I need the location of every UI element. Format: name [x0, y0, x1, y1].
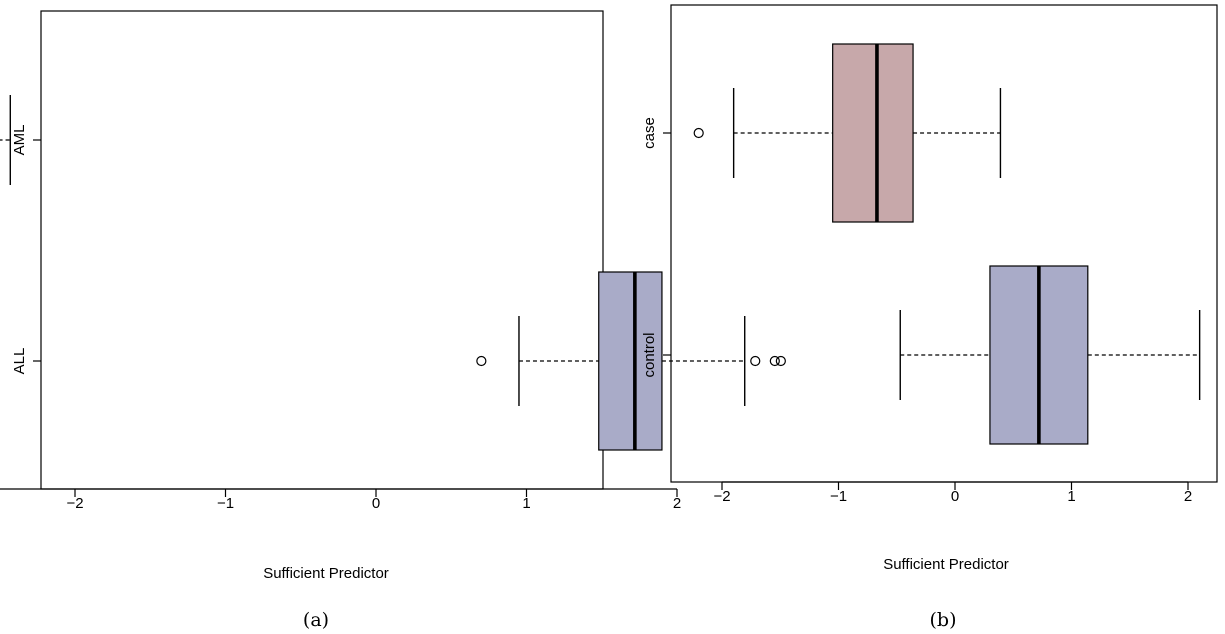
panel-b-marks: −2 −1 0 1 2 case control	[641, 43, 1201, 505]
panel-a-x-tick-label: 1	[522, 495, 530, 512]
panel-b-caption: (b)	[930, 609, 957, 631]
panel-a-x-axis-label: Sufficient Predictor	[263, 565, 389, 582]
panel-b-y-tick-label-case: case	[641, 117, 658, 149]
panel-a-box-ALL: ALL	[11, 271, 786, 451]
panel-a-outlier-point	[476, 355, 487, 367]
panel-b-box-control: control	[641, 265, 1201, 445]
panel-a-y-tick-label-AML: AML	[11, 125, 28, 156]
panel-b-outlier-point	[693, 127, 704, 139]
panel-a-x-tick-label: 2	[673, 495, 681, 512]
panel-b-y-tick-label-control: control	[641, 332, 658, 377]
panel-a-outlier-point	[775, 355, 786, 367]
panel-b-x-tick-label: −1	[830, 488, 847, 505]
panel-b-x-axis-label: Sufficient Predictor	[883, 556, 1009, 573]
panel-a-x-tick-label: −2	[66, 495, 83, 512]
panel-b-box-case: case	[641, 43, 1002, 223]
panel-a-outlier-point	[769, 355, 780, 367]
panel-a-y-tick-label-ALL: ALL	[11, 348, 28, 375]
panel-b-frame	[670, 4, 1218, 483]
panel-a-outlier-point	[750, 355, 761, 367]
panel-b-x-tick-label: 2	[1184, 488, 1192, 505]
panel-b-iqr-box	[832, 43, 914, 223]
panel-b-x-tick-label: 0	[951, 488, 959, 505]
panel-a-caption: (a)	[303, 609, 329, 631]
panel-b-x-tick-label: 1	[1067, 488, 1075, 505]
panel-a-iqr-box	[598, 271, 663, 451]
panel-a-frame	[40, 10, 604, 490]
panel-b-x-tick-label: −2	[713, 488, 730, 505]
panel-a-x-tick-label: −1	[217, 495, 234, 512]
panel-a-x-tick-label: 0	[372, 495, 380, 512]
panel-a-box-AML: AML	[0, 95, 41, 185]
